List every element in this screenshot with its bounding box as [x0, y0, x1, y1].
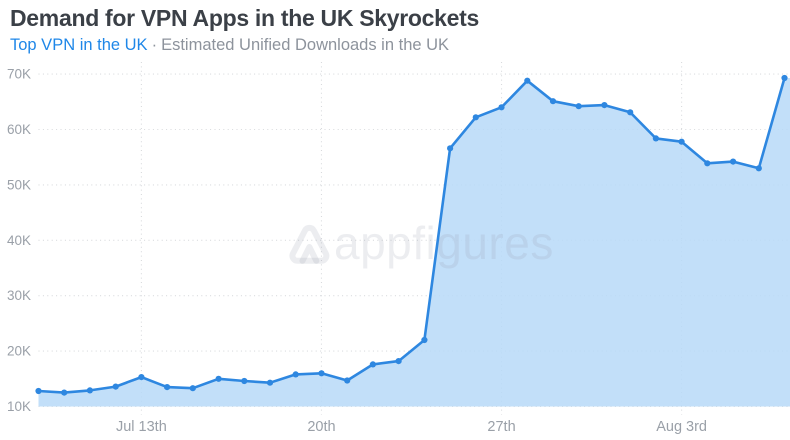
- area-fill: [38, 78, 790, 407]
- data-point[interactable]: [241, 377, 248, 385]
- watermark: appfigures: [289, 217, 554, 269]
- y-tick-label: 10K: [7, 399, 31, 414]
- data-point[interactable]: [369, 361, 376, 368]
- data-point[interactable]: [318, 370, 325, 377]
- y-tick-label: 50K: [7, 177, 31, 192]
- x-axis-labels: Jul 13th 20th 27th Aug 3rd: [116, 419, 707, 435]
- data-point[interactable]: [781, 74, 788, 82]
- x-tick-label: Jul 13th: [116, 419, 167, 435]
- data-point[interactable]: [704, 160, 711, 167]
- y-tick-label: 30K: [7, 288, 31, 303]
- y-tick-label: 40K: [7, 233, 31, 248]
- data-point[interactable]: [61, 389, 68, 396]
- y-tick-label: 60K: [7, 122, 31, 137]
- data-point[interactable]: [112, 383, 119, 390]
- data-point[interactable]: [164, 384, 171, 391]
- data-point[interactable]: [755, 165, 762, 172]
- data-points: [35, 74, 788, 396]
- x-tick-label: 27th: [487, 419, 515, 435]
- data-point[interactable]: [447, 145, 454, 152]
- data-point[interactable]: [730, 158, 737, 165]
- subtitle-metric: Estimated Unified Downloads in the UK: [161, 36, 450, 54]
- appfigures-logo-icon: [299, 244, 320, 264]
- trend-line: [37, 76, 786, 394]
- data-point[interactable]: [524, 77, 531, 84]
- subtitle-separator: ·: [151, 36, 158, 54]
- data-point[interactable]: [266, 379, 274, 386]
- data-point[interactable]: [627, 109, 634, 116]
- data-point[interactable]: [138, 374, 145, 381]
- data-point[interactable]: [189, 385, 196, 392]
- data-point[interactable]: [549, 98, 557, 105]
- data-point[interactable]: [395, 358, 402, 365]
- y-axis-labels: 10K 20K 30K 40K 50K 60K 70K: [7, 67, 31, 414]
- data-point[interactable]: [575, 103, 582, 110]
- data-point[interactable]: [601, 102, 608, 109]
- subtitle-series-link[interactable]: Top VPN in the UK: [10, 36, 148, 54]
- data-point[interactable]: [35, 387, 42, 395]
- data-point[interactable]: [678, 138, 685, 145]
- data-point[interactable]: [472, 114, 479, 121]
- chart-header: Demand for VPN Apps in the UK Skyrockets…: [10, 5, 479, 55]
- data-point[interactable]: [652, 135, 660, 142]
- y-tick-label: 70K: [7, 67, 31, 82]
- data-point[interactable]: [421, 336, 428, 344]
- chart-title: Demand for VPN Apps in the UK Skyrockets: [10, 5, 479, 31]
- data-point[interactable]: [498, 104, 505, 111]
- watermark-text: appfigures: [334, 217, 554, 269]
- chart-subtitle: Top VPN in the UK · Estimated Unified Down…: [10, 36, 479, 55]
- data-point[interactable]: [215, 375, 222, 382]
- data-point[interactable]: [292, 371, 299, 378]
- x-tick-label: 20th: [307, 419, 335, 435]
- y-tick-label: 20K: [7, 344, 31, 359]
- appfigures-logo-icon: [289, 224, 330, 264]
- x-tick-label: Aug 3rd: [656, 419, 707, 435]
- data-point[interactable]: [344, 377, 351, 384]
- data-point[interactable]: [86, 387, 93, 394]
